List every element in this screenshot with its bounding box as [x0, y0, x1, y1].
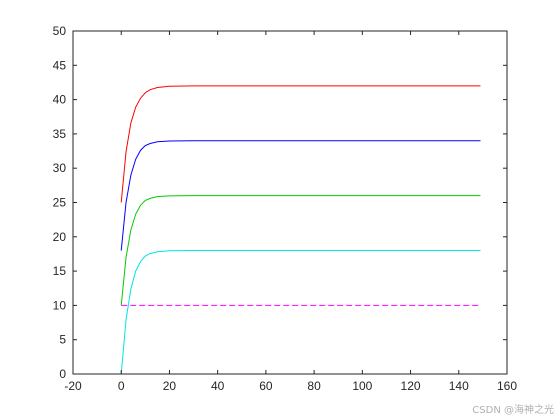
- watermark: CSDN @海神之光: [472, 405, 554, 416]
- x-tick-label: 60: [259, 379, 273, 393]
- x-tick-label: 0: [118, 379, 125, 393]
- y-tick-label: 30: [53, 161, 67, 175]
- plot-area: [73, 31, 507, 374]
- x-tick-label: 80: [307, 379, 321, 393]
- x-tick-label: 40: [211, 379, 225, 393]
- y-tick-label: 15: [53, 264, 67, 278]
- x-tick-label: -20: [64, 379, 82, 393]
- x-tick-label: 140: [449, 379, 469, 393]
- x-tick-label: 20: [163, 379, 177, 393]
- y-tick-label: 20: [53, 230, 67, 244]
- y-tick-label: 0: [59, 367, 66, 381]
- y-tick-label: 5: [59, 333, 66, 347]
- series-line-4: [120, 250, 481, 375]
- x-tick-label: 100: [352, 379, 372, 393]
- series-line-1: [120, 85, 481, 203]
- y-tick-label: 35: [53, 127, 67, 141]
- x-tick-label: 160: [497, 379, 517, 393]
- y-tick-label: 10: [53, 298, 67, 312]
- axes-layer: -20 0 20 40 60 80 100 120 140 1600510152025303540…: [53, 24, 518, 393]
- series-line-3: [120, 195, 481, 306]
- y-tick-label: 45: [53, 58, 67, 72]
- y-tick-label: 40: [53, 93, 67, 107]
- y-tick-label: 50: [53, 24, 67, 38]
- x-tick-label: 120: [401, 379, 421, 393]
- series-line-2: [120, 140, 481, 251]
- y-tick-label: 25: [53, 196, 67, 210]
